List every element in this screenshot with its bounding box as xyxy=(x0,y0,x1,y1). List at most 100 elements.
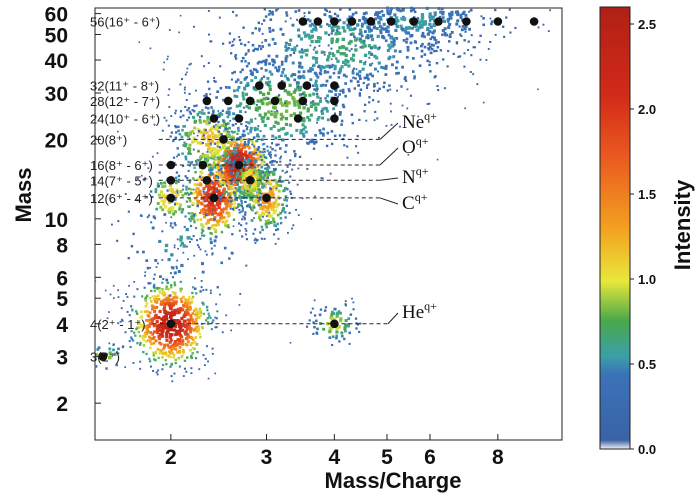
cluster-point xyxy=(229,207,232,210)
cluster-point xyxy=(156,182,160,186)
cluster-point xyxy=(276,222,279,226)
cluster-point xyxy=(162,291,166,294)
cluster-point xyxy=(185,227,189,232)
cluster-point xyxy=(339,317,343,321)
cluster-point xyxy=(310,22,314,26)
cluster-point xyxy=(237,149,241,153)
cluster-point xyxy=(249,192,253,196)
cluster-point xyxy=(267,166,271,169)
cluster-point xyxy=(339,89,342,93)
cluster-point xyxy=(184,342,188,346)
cluster-point xyxy=(219,180,222,183)
cluster-point xyxy=(262,200,266,204)
cluster-point xyxy=(323,51,326,54)
cluster-point xyxy=(338,46,342,50)
cluster-point xyxy=(230,130,233,133)
cluster-point xyxy=(217,189,221,193)
cluster-point xyxy=(452,52,455,55)
cluster-point xyxy=(434,14,437,17)
cluster-point xyxy=(244,189,248,193)
cluster-point xyxy=(239,70,242,74)
cluster-point xyxy=(174,198,177,201)
cluster-point xyxy=(241,56,245,60)
cluster-point xyxy=(186,333,189,336)
cluster-point xyxy=(321,177,324,180)
cluster-point xyxy=(370,47,373,50)
cluster-point xyxy=(243,179,247,183)
cluster-point xyxy=(258,214,262,217)
cluster-point xyxy=(463,39,466,42)
cluster-point xyxy=(276,7,279,11)
cluster-point xyxy=(378,25,382,28)
cluster-point xyxy=(212,135,216,139)
cluster-point xyxy=(391,63,394,67)
cluster-point xyxy=(211,172,214,175)
cluster-point xyxy=(379,31,383,35)
cluster-point xyxy=(464,30,467,33)
cluster-point xyxy=(203,198,207,202)
cluster-point xyxy=(155,328,159,332)
cluster-point xyxy=(344,62,348,66)
cluster-point xyxy=(405,55,409,59)
cluster-point xyxy=(263,182,267,186)
mass-label: 32(11⁺ - 8⁺) xyxy=(90,79,159,94)
cluster-point xyxy=(330,130,334,133)
cluster-point xyxy=(154,350,158,354)
cluster-point xyxy=(182,184,185,187)
cluster-point xyxy=(203,65,206,68)
cluster-point xyxy=(220,214,224,218)
cluster-point xyxy=(285,54,289,58)
cluster-point xyxy=(113,352,117,356)
cluster-point xyxy=(232,218,236,221)
cluster-point xyxy=(334,112,336,115)
cluster-point xyxy=(395,24,399,29)
cluster-point xyxy=(190,215,193,218)
cluster-point xyxy=(343,337,346,341)
cluster-point xyxy=(441,33,444,36)
cluster-point xyxy=(249,205,252,209)
cluster-point xyxy=(238,229,241,232)
cluster-point xyxy=(244,200,247,203)
cluster-point xyxy=(165,221,167,224)
cluster-point xyxy=(423,35,426,39)
cluster-point xyxy=(228,174,232,178)
cluster-point xyxy=(284,117,289,121)
cluster-point xyxy=(220,216,223,220)
cluster-point xyxy=(172,296,176,299)
ion-marker xyxy=(234,160,244,170)
cluster-point xyxy=(245,196,249,200)
cluster-point xyxy=(192,177,195,180)
cluster-point xyxy=(273,209,277,213)
cluster-point xyxy=(324,8,327,11)
cluster-point xyxy=(220,173,223,177)
cluster-point xyxy=(273,42,277,45)
cluster-point xyxy=(386,6,389,10)
cluster-point xyxy=(178,326,183,331)
cluster-point xyxy=(173,283,177,287)
cluster-point xyxy=(390,110,392,113)
cluster-point xyxy=(274,224,278,228)
cluster-point xyxy=(344,53,348,58)
cluster-point xyxy=(173,308,177,312)
cluster-point xyxy=(214,80,217,83)
cluster-point xyxy=(324,306,328,309)
cluster-point xyxy=(433,38,436,41)
cluster-point xyxy=(288,83,292,87)
cluster-point xyxy=(425,6,429,10)
cluster-point xyxy=(193,119,197,123)
cluster-point xyxy=(547,30,550,32)
cluster-point xyxy=(191,312,195,315)
cluster-point xyxy=(153,298,156,301)
cluster-point xyxy=(179,297,183,301)
cluster-point xyxy=(298,65,302,69)
ion-marker xyxy=(434,17,443,26)
cluster-point xyxy=(156,331,160,335)
cluster-point xyxy=(257,168,261,172)
cluster-point xyxy=(270,72,274,76)
cluster-point xyxy=(189,335,193,339)
cluster-point xyxy=(245,128,249,131)
cluster-point xyxy=(201,141,204,144)
cluster-point xyxy=(198,130,201,133)
cluster-point xyxy=(433,36,436,39)
